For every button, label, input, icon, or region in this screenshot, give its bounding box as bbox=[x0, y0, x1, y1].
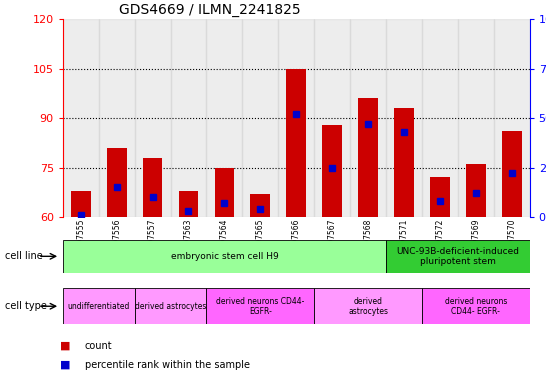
Text: UNC-93B-deficient-induced
pluripotent stem: UNC-93B-deficient-induced pluripotent st… bbox=[396, 247, 519, 266]
Bar bbox=[170, 19, 206, 217]
Text: ■: ■ bbox=[60, 341, 70, 351]
Bar bbox=[63, 240, 386, 273]
Bar bbox=[430, 177, 450, 217]
Bar bbox=[386, 19, 422, 217]
Text: derived neurons
CD44- EGFR-: derived neurons CD44- EGFR- bbox=[444, 296, 507, 316]
Bar bbox=[322, 125, 342, 217]
Bar bbox=[135, 19, 170, 217]
Bar bbox=[422, 19, 458, 217]
Text: derived astrocytes: derived astrocytes bbox=[135, 302, 206, 311]
Bar bbox=[314, 288, 422, 324]
Bar bbox=[179, 190, 198, 217]
Bar bbox=[206, 19, 242, 217]
Bar bbox=[143, 158, 163, 217]
Bar bbox=[502, 131, 521, 217]
Bar bbox=[286, 69, 306, 217]
Text: count: count bbox=[85, 341, 112, 351]
Text: derived neurons CD44-
EGFR-: derived neurons CD44- EGFR- bbox=[216, 296, 305, 316]
Bar bbox=[314, 19, 350, 217]
Bar bbox=[278, 19, 314, 217]
Bar bbox=[358, 98, 378, 217]
Bar bbox=[63, 288, 135, 324]
Bar bbox=[251, 194, 270, 217]
Text: cell line: cell line bbox=[5, 251, 43, 262]
Text: cell type: cell type bbox=[5, 301, 48, 311]
Text: embryonic stem cell H9: embryonic stem cell H9 bbox=[170, 252, 278, 261]
Bar bbox=[394, 108, 414, 217]
Bar bbox=[215, 167, 234, 217]
Bar bbox=[494, 19, 530, 217]
Bar bbox=[422, 288, 530, 324]
Text: percentile rank within the sample: percentile rank within the sample bbox=[85, 360, 250, 370]
Bar bbox=[466, 164, 485, 217]
Bar bbox=[63, 19, 99, 217]
Bar bbox=[386, 240, 530, 273]
Bar bbox=[107, 148, 127, 217]
Bar bbox=[242, 19, 278, 217]
Text: GDS4669 / ILMN_2241825: GDS4669 / ILMN_2241825 bbox=[119, 3, 300, 17]
Bar bbox=[458, 19, 494, 217]
Text: derived
astrocytes: derived astrocytes bbox=[348, 296, 388, 316]
Text: ■: ■ bbox=[60, 360, 70, 370]
Bar bbox=[99, 19, 135, 217]
Bar bbox=[135, 288, 206, 324]
Text: undifferentiated: undifferentiated bbox=[68, 302, 130, 311]
Bar bbox=[206, 288, 314, 324]
Bar bbox=[350, 19, 386, 217]
Bar bbox=[71, 190, 91, 217]
